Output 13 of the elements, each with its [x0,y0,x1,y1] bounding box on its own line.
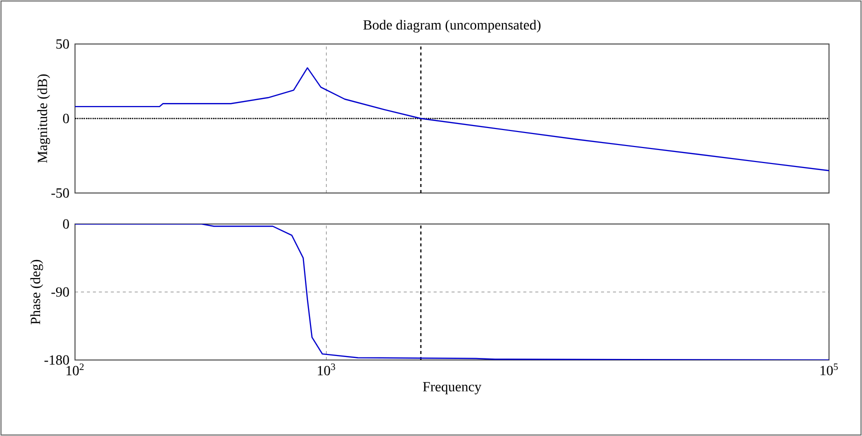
x-tick-label: 10$^{3}$ [318,364,336,376]
x-tick-label: 10$^{5}$ [820,364,838,376]
chart-title: Bode diagram (uncompensated) [363,20,540,33]
y-tick-label: 50 [56,39,69,49]
y-tick-label: 0 [63,219,69,229]
y-tick-label: -90 [51,287,69,297]
y-tick-label: 0 [63,114,69,124]
y-tick-label: -180 [44,355,69,365]
x-axis-title: Frequency [422,382,482,394]
y-tick-label: -50 [51,188,69,198]
y-axis-title: Magnitude (dB) [37,74,50,163]
y-axis-title: Phase (deg) [30,260,44,324]
x-tick-label: 10$^{2}$ [66,364,84,376]
